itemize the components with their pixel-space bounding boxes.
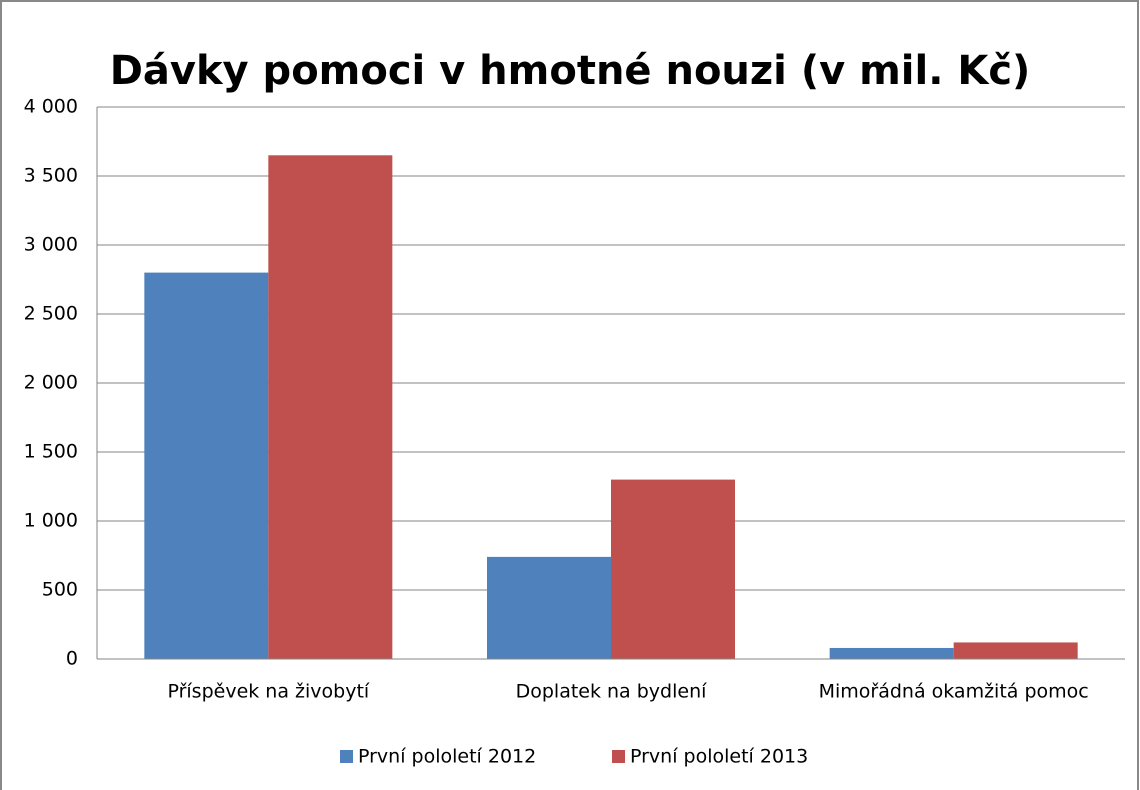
y-tick-label: 1 500: [24, 441, 78, 463]
legend-label: První pololetí 2012: [358, 746, 536, 768]
bar: [953, 642, 1078, 659]
y-tick-label: 0: [66, 648, 78, 670]
bar: [487, 556, 611, 659]
x-tick-label: Příspěvek na živobytí: [167, 681, 369, 703]
bar: [829, 647, 954, 659]
y-tick-label: 2 000: [24, 372, 78, 394]
y-tick-label: 500: [42, 579, 78, 601]
y-tick-label: 2 500: [24, 303, 78, 325]
bar: [268, 155, 393, 660]
x-tick-label: Doplatek na bydlení: [516, 681, 708, 703]
y-tick-label: 3 000: [24, 234, 78, 256]
legend-label: První pololetí 2013: [630, 746, 808, 768]
bar: [611, 479, 735, 659]
x-tick-label: Mimořádná okamžitá pomoc: [819, 681, 1089, 703]
y-tick-label: 4 000: [24, 96, 78, 118]
legend-swatch: [612, 750, 625, 763]
bar: [144, 272, 269, 659]
chart-title: Dávky pomoci v hmotné nouzi (v mil. Kč): [110, 48, 1031, 94]
y-tick-label: 1 000: [24, 510, 78, 532]
legend-swatch: [340, 750, 353, 763]
y-tick-label: 3 500: [24, 165, 78, 187]
